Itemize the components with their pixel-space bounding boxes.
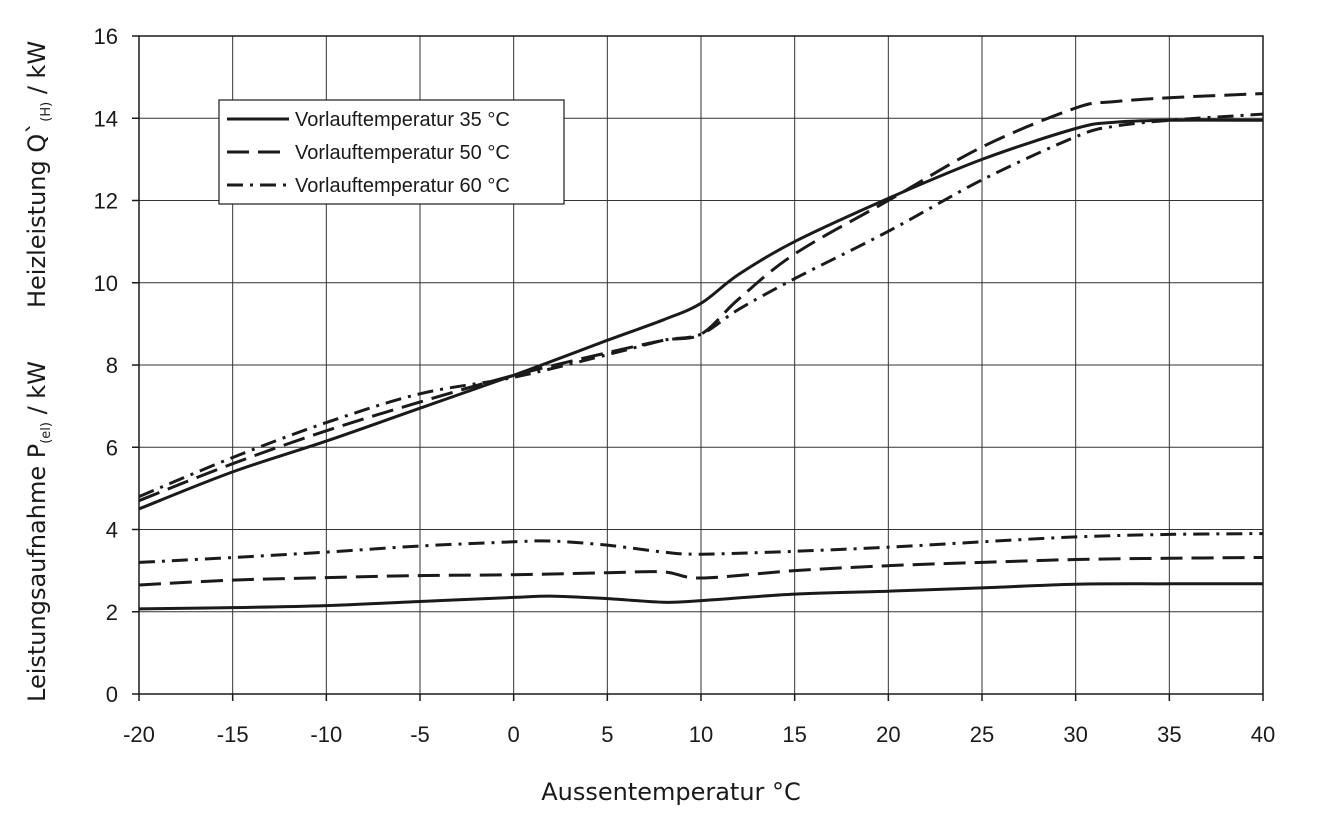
y-tick-label: 10: [94, 271, 118, 296]
legend-label: Vorlauftemperatur 60 °C: [295, 175, 510, 197]
y-axis-title-lower-sub: (el): [39, 422, 54, 444]
legend-label: Vorlauftemperatur 35 °C: [295, 109, 510, 131]
y-tick-label: 14: [94, 106, 118, 131]
x-tick-label: -10: [310, 722, 342, 747]
series-line-leistungsaufnahme-dashed: [138, 556, 1264, 587]
x-axis-title: Aussentemperatur °C: [541, 778, 801, 806]
y-tick-label: 12: [94, 189, 118, 214]
x-tick-label: -20: [123, 722, 155, 747]
y-axis-title-lower-unit: / kW: [23, 361, 51, 422]
y-tick-label: 0: [106, 682, 118, 707]
y-tick-label: 6: [106, 435, 118, 460]
series-line-leistungsaufnahme-solid: [138, 582, 1264, 611]
legend-label: Vorlauftemperatur 50 °C: [295, 142, 510, 164]
series-line-heizleistung-solid: [138, 118, 1264, 511]
y-axis-title-upper-sub: (H): [39, 102, 54, 122]
series-line-heizleistung-dashed: [138, 92, 1264, 503]
x-tick-label: 35: [1157, 722, 1181, 747]
series-line-heizleistung-dashdot: [138, 112, 1264, 498]
y-axis-title: Leistungsaufnahme P(el) / kW Heizleistun…: [23, 41, 54, 702]
y-tick-label: 8: [106, 353, 118, 378]
y-axis-title-upper: Heizleistung Q`(H) / kW: [23, 41, 54, 308]
y-tick-label: 16: [94, 24, 118, 49]
x-tick-label: 15: [782, 722, 806, 747]
y-axis-title-upper-unit: / kW: [23, 41, 51, 102]
legend: Vorlauftemperatur 35 °C Vorlauftemperatur…: [218, 99, 565, 205]
series-layer: [138, 92, 1264, 611]
x-tick-label: -15: [217, 722, 249, 747]
y-axis-title-lower-main: Leistungsaufnahme P: [23, 444, 51, 702]
y-axis-title-upper-main: Heizleistung Q`: [23, 122, 51, 308]
x-tick-label: 10: [689, 722, 713, 747]
x-tick-label: 25: [970, 722, 994, 747]
y-axis-title-lower: Leistungsaufnahme P(el) / kW: [23, 361, 54, 702]
x-tick-label: 30: [1063, 722, 1087, 747]
y-tick-label: 2: [106, 600, 118, 625]
ticks: -20 -15 -10 -5 0 5 10 15 20 25 30 35 40 0 2 4 6 8 10 12 14 16: [94, 24, 1276, 747]
x-tick-label: 20: [876, 722, 900, 747]
x-tick-label: 5: [601, 722, 613, 747]
x-tick-label: 40: [1251, 722, 1275, 747]
series-line-leistungsaufnahme-dashdot: [138, 532, 1264, 564]
x-tick-label: 0: [508, 722, 520, 747]
x-tick-label: -5: [410, 722, 430, 747]
y-tick-label: 4: [106, 518, 118, 543]
